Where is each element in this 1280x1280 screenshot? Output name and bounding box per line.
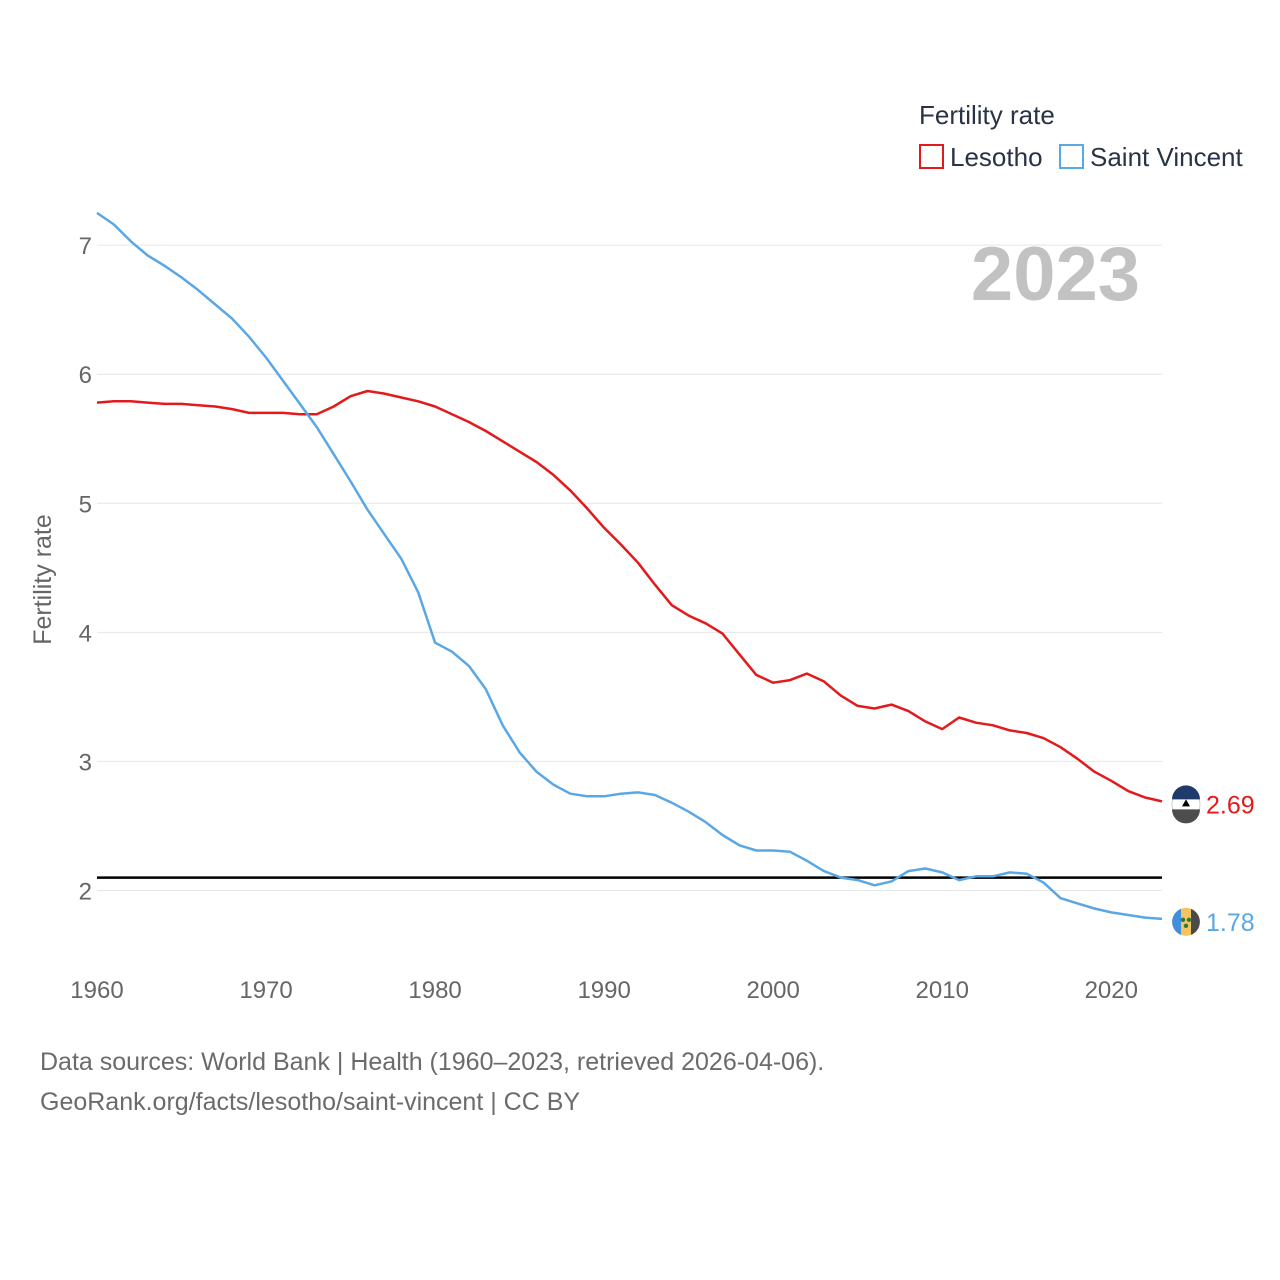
- legend-swatch-saint-vincent: [1059, 144, 1084, 169]
- legend-label-saint-vincent: Saint Vincent: [1090, 142, 1244, 172]
- y-axis-ticks: 2 3 4 5 6 7: [79, 233, 92, 905]
- lesotho-end-value: 2.69: [1206, 791, 1255, 819]
- saint-vincent-line: [96, 211, 1163, 921]
- source-note: Data sources: World Bank | Health (1960–…: [40, 1042, 824, 1122]
- gridlines: [97, 244, 1162, 891]
- y-axis-label: Fertility rate: [29, 514, 57, 645]
- lesotho-flag-dark: [1172, 809, 1200, 824]
- legend-title: Fertility rate: [919, 100, 1055, 130]
- series-lines: [96, 211, 1163, 921]
- y-tick-2: 2: [79, 878, 92, 905]
- x-tick-1960: 1960: [70, 977, 123, 1004]
- fertility-line-chart: 2 3 4 5 6 7 1960 1970 1980 1990 2000 2010 2020 Fert…: [29, 100, 1255, 1004]
- y-tick-3: 3: [79, 749, 92, 776]
- legend-item-lesotho[interactable]: Lesotho: [919, 142, 1043, 172]
- source-line-2: GeoRank.org/facts/lesotho/saint-vincent …: [40, 1088, 581, 1116]
- y-tick-7: 7: [79, 233, 92, 260]
- lesotho-line: [96, 389, 1163, 803]
- x-tick-2010: 2010: [916, 977, 969, 1004]
- lesotho-flag-hat: [1182, 799, 1190, 807]
- end-markers: 2.69 1.78: [1171, 785, 1255, 937]
- stvincent-flag-dark: [1191, 908, 1200, 935]
- legend[interactable]: Fertility rate Lesotho Saint Vincent: [919, 100, 1244, 172]
- x-tick-2020: 2020: [1085, 977, 1138, 1004]
- x-axis-ticks: 1960 1970 1980 1990 2000 2010 2020: [70, 977, 1138, 1004]
- year-label: 2023: [971, 232, 1140, 317]
- stvincent-flag-blue: [1172, 908, 1181, 935]
- x-tick-1970: 1970: [239, 977, 292, 1004]
- source-line-1: Data sources: World Bank | Health (1960–…: [40, 1048, 825, 1076]
- x-tick-2000: 2000: [746, 977, 799, 1004]
- lesotho-flag-blue: [1172, 785, 1200, 800]
- x-tick-1980: 1980: [408, 977, 461, 1004]
- stvincent-flag-diamond-3: [1183, 923, 1189, 929]
- y-tick-4: 4: [79, 620, 92, 647]
- legend-item-saint-vincent[interactable]: Saint Vincent: [1059, 142, 1244, 172]
- lesotho-flag-icon: [1171, 785, 1201, 824]
- saint-vincent-flag-icon: [1172, 907, 1200, 936]
- legend-swatch-lesotho: [919, 144, 944, 169]
- y-tick-5: 5: [79, 491, 92, 518]
- saint-vincent-end-value: 1.78: [1206, 909, 1255, 937]
- y-tick-6: 6: [79, 362, 92, 389]
- stvincent-flag-diamond-1: [1180, 917, 1186, 923]
- x-tick-1990: 1990: [577, 977, 630, 1004]
- stvincent-flag-diamond-2: [1186, 917, 1192, 923]
- legend-label-lesotho: Lesotho: [950, 142, 1043, 172]
